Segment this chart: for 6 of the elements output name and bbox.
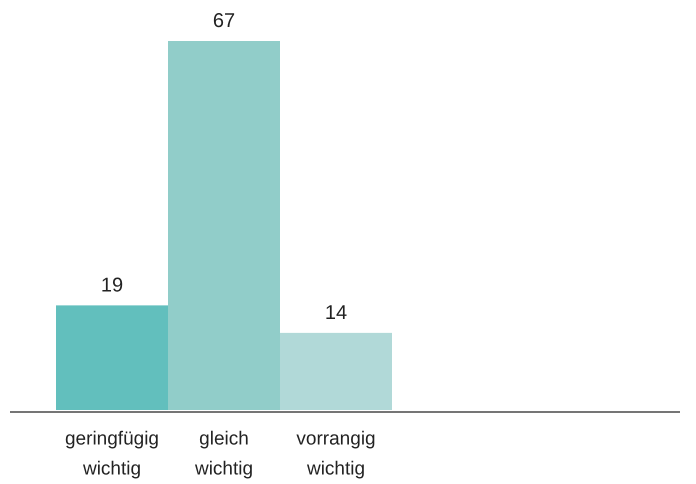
x-tick-label: vorrangig wichtig [296, 428, 376, 480]
data-label: 67 [212, 10, 236, 32]
x-tick-label: gleich wichtig [194, 428, 254, 480]
data-label: 19 [100, 274, 124, 296]
data-label: 14 [324, 302, 348, 324]
x-tick-label: geringfügig wichtig [64, 428, 160, 480]
